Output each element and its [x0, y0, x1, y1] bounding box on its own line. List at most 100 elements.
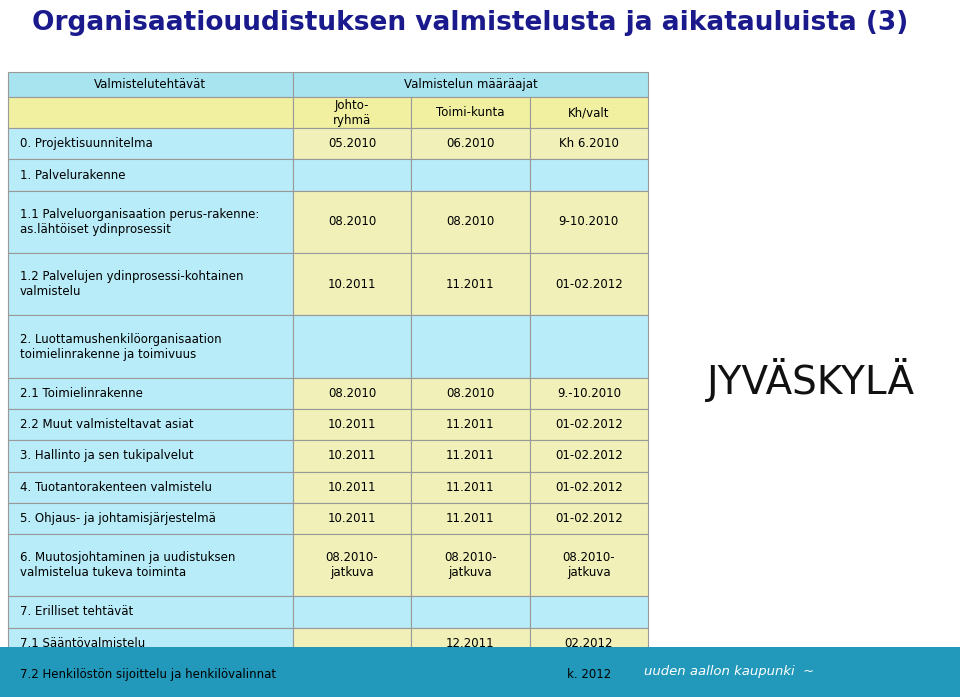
Text: 10.2011: 10.2011: [327, 512, 376, 525]
Bar: [8, 128, 293, 160]
Bar: [411, 128, 530, 160]
Text: 02.2012: 02.2012: [564, 636, 613, 650]
Text: 11.2011: 11.2011: [446, 277, 494, 291]
Bar: [411, 503, 530, 534]
Bar: [530, 441, 648, 471]
Bar: [8, 160, 293, 190]
Text: 7. Erilliset tehtävät: 7. Erilliset tehtävät: [20, 606, 133, 618]
Text: 10.2011: 10.2011: [327, 277, 376, 291]
Text: 1. Palvelurakenne: 1. Palvelurakenne: [20, 169, 126, 181]
Bar: [8, 190, 293, 253]
Bar: [411, 253, 530, 316]
Text: Kh/valt: Kh/valt: [568, 106, 610, 119]
Bar: [293, 503, 411, 534]
Bar: [293, 97, 411, 128]
Bar: [411, 659, 530, 690]
Text: Toimi-kunta: Toimi-kunta: [436, 106, 505, 119]
Bar: [530, 128, 648, 160]
Text: 10.2011: 10.2011: [327, 418, 376, 431]
Bar: [411, 97, 530, 128]
Bar: [8, 253, 293, 316]
Text: k. 2012: k. 2012: [566, 668, 611, 681]
Text: 9-10.2010: 9-10.2010: [559, 215, 619, 229]
Text: 1.1 Palveluorganisaation perus-rakenne:
as.lähtöiset ydinprosessit: 1.1 Palveluorganisaation perus-rakenne: …: [20, 208, 259, 236]
Text: 08.2010: 08.2010: [328, 387, 376, 400]
Text: uuden aallon kaupunki  ~: uuden aallon kaupunki ~: [644, 666, 815, 678]
Text: 01-02.2012: 01-02.2012: [555, 512, 623, 525]
Bar: [530, 190, 648, 253]
Bar: [8, 441, 293, 471]
Bar: [411, 534, 530, 597]
Text: 01-02.2012: 01-02.2012: [555, 450, 623, 462]
Bar: [411, 441, 530, 471]
Bar: [293, 471, 411, 503]
Text: 08.2010-
jatkuva: 08.2010- jatkuva: [444, 551, 496, 579]
Text: 1.2 Palvelujen ydinprosessi-kohtainen
valmistelu: 1.2 Palvelujen ydinprosessi-kohtainen va…: [20, 270, 244, 298]
Bar: [411, 597, 530, 627]
Bar: [8, 316, 293, 378]
Text: 0. Projektisuunnitelma: 0. Projektisuunnitelma: [20, 137, 153, 151]
Bar: [8, 534, 293, 597]
Text: 7.2 Henkilöstön sijoittelu ja henkilövalinnat: 7.2 Henkilöstön sijoittelu ja henkilöval…: [20, 668, 276, 681]
Bar: [8, 659, 293, 690]
Bar: [411, 190, 530, 253]
Bar: [8, 378, 293, 409]
Text: 01-02.2012: 01-02.2012: [555, 418, 623, 431]
Bar: [530, 659, 648, 690]
Bar: [293, 190, 411, 253]
Text: 2.1 Toimielinrakenne: 2.1 Toimielinrakenne: [20, 387, 143, 400]
Bar: [293, 659, 411, 690]
Text: 9.-10.2010: 9.-10.2010: [557, 387, 621, 400]
Bar: [8, 503, 293, 534]
Text: Kh 6.2010: Kh 6.2010: [559, 137, 619, 151]
Text: 05.2010: 05.2010: [328, 137, 376, 151]
Text: 08.2010: 08.2010: [328, 215, 376, 229]
Text: 11.2011: 11.2011: [446, 481, 494, 493]
Text: 08.2010: 08.2010: [446, 215, 494, 229]
Bar: [411, 378, 530, 409]
Text: 5. Ohjaus- ja johtamisjärjestelmä: 5. Ohjaus- ja johtamisjärjestelmä: [20, 512, 216, 525]
Bar: [411, 471, 530, 503]
Bar: [530, 97, 648, 128]
Bar: [293, 627, 411, 659]
Bar: [8, 471, 293, 503]
Bar: [293, 253, 411, 316]
Bar: [293, 128, 411, 160]
Text: 08.2010-
jatkuva: 08.2010- jatkuva: [563, 551, 615, 579]
Text: Johto-
ryhmä: Johto- ryhmä: [333, 98, 372, 127]
Bar: [530, 627, 648, 659]
Text: 01-02.2012: 01-02.2012: [555, 481, 623, 493]
Bar: [8, 409, 293, 441]
Bar: [293, 160, 411, 190]
Bar: [293, 316, 411, 378]
Bar: [530, 378, 648, 409]
Text: 12.2011: 12.2011: [446, 636, 494, 650]
Bar: [293, 597, 411, 627]
Bar: [411, 160, 530, 190]
Bar: [8, 97, 293, 128]
Bar: [293, 441, 411, 471]
Bar: [8, 72, 293, 97]
Bar: [530, 597, 648, 627]
Bar: [530, 316, 648, 378]
Text: 3. Hallinto ja sen tukipalvelut: 3. Hallinto ja sen tukipalvelut: [20, 450, 194, 462]
Bar: [293, 534, 411, 597]
Bar: [411, 409, 530, 441]
Text: 10.2011: 10.2011: [327, 450, 376, 462]
Text: Valmistelutehtävät: Valmistelutehtävät: [94, 78, 206, 91]
Bar: [530, 471, 648, 503]
Text: 10.2011: 10.2011: [327, 481, 376, 493]
Text: Organisaatiouudistuksen valmistelusta ja aikatauluista (3): Organisaatiouudistuksen valmistelusta ja…: [33, 10, 908, 36]
Bar: [530, 253, 648, 316]
Bar: [8, 597, 293, 627]
Text: 4. Tuotantorakenteen valmistelu: 4. Tuotantorakenteen valmistelu: [20, 481, 212, 493]
Bar: [530, 409, 648, 441]
Text: 06.2010: 06.2010: [446, 137, 494, 151]
Bar: [530, 534, 648, 597]
Text: 01-02.2012: 01-02.2012: [555, 277, 623, 291]
Bar: [411, 316, 530, 378]
Text: 2.2 Muut valmisteltavat asiat: 2.2 Muut valmisteltavat asiat: [20, 418, 194, 431]
Text: 7.1 Sääntövalmistelu: 7.1 Sääntövalmistelu: [20, 636, 145, 650]
Text: JYVÄSKYLÄ: JYVÄSKYLÄ: [708, 358, 915, 402]
Bar: [293, 72, 648, 97]
